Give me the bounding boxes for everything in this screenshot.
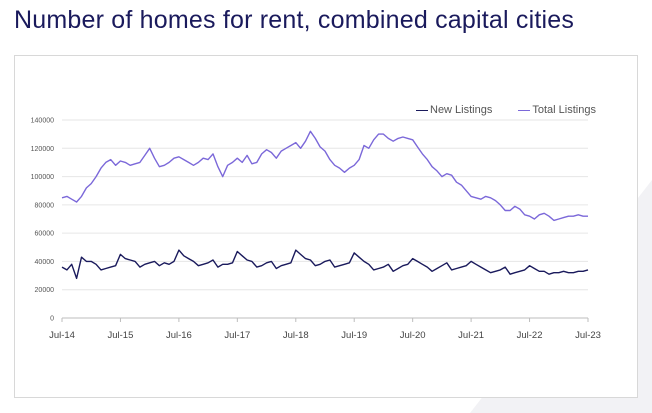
x-tick-label-8: Jul-22 bbox=[517, 330, 543, 341]
legend-swatch-total-listings bbox=[518, 109, 531, 111]
x-tick-label-5: Jul-19 bbox=[341, 330, 367, 341]
legend-label-new-listings: New Listings bbox=[430, 104, 493, 116]
legend-item-new-listings: New Listings bbox=[416, 104, 492, 116]
x-tick-label-0: Jul-14 bbox=[49, 330, 75, 341]
y-tick-label-6: 120000 bbox=[31, 146, 54, 153]
y-tick-label-3: 60000 bbox=[35, 231, 55, 238]
series-line-new-listings bbox=[61, 249, 589, 280]
y-tick-label-5: 100000 bbox=[31, 174, 54, 181]
x-tick-label-4: Jul-18 bbox=[283, 330, 309, 341]
x-tick-label-7: Jul-21 bbox=[458, 330, 484, 341]
y-tick-label-7: 140000 bbox=[31, 118, 54, 125]
legend-swatch-new-listings bbox=[416, 109, 428, 111]
x-tick-label-3: Jul-17 bbox=[224, 330, 250, 341]
chart-legend: New Listings Total Listings bbox=[416, 104, 596, 116]
legend-item-total-listings: Total Listings bbox=[518, 104, 596, 116]
x-tick-label-6: Jul-20 bbox=[400, 330, 426, 341]
series-line-total-listings bbox=[61, 130, 588, 222]
x-tick-label-2: Jul-16 bbox=[166, 330, 192, 341]
y-tick-label-0: 0 bbox=[50, 316, 54, 323]
page-title: Number of homes for rent, combined capit… bbox=[14, 6, 575, 34]
y-tick-label-1: 20000 bbox=[35, 287, 55, 294]
y-tick-label-2: 40000 bbox=[35, 259, 55, 266]
y-tick-label-4: 80000 bbox=[35, 202, 55, 209]
x-tick-label-9: Jul-23 bbox=[575, 330, 601, 341]
legend-label-total-listings: Total Listings bbox=[532, 104, 596, 116]
x-tick-label-1: Jul-15 bbox=[108, 330, 134, 341]
chart-panel bbox=[14, 55, 638, 398]
